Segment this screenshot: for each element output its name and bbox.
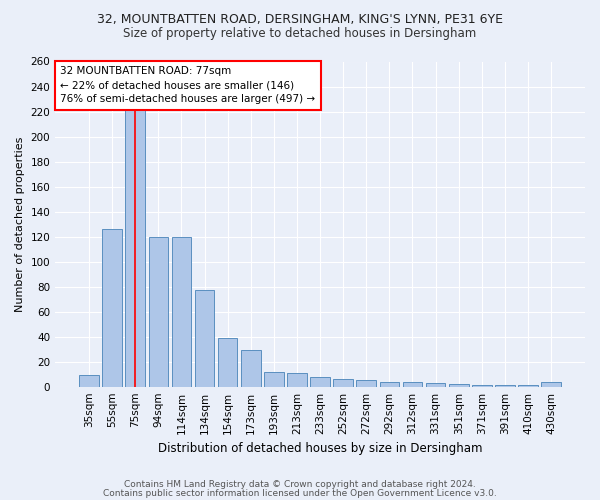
Bar [195,290,214,386]
Bar [356,380,376,386]
Bar [541,382,561,386]
Bar [380,382,399,386]
Text: 32 MOUNTBATTEN ROAD: 77sqm
← 22% of detached houses are smaller (146)
76% of sem: 32 MOUNTBATTEN ROAD: 77sqm ← 22% of deta… [61,66,316,104]
Text: Size of property relative to detached houses in Dersingham: Size of property relative to detached ho… [124,28,476,40]
Bar [172,236,191,386]
Bar [403,382,422,386]
Bar [449,384,469,386]
Text: 32, MOUNTBATTEN ROAD, DERSINGHAM, KING'S LYNN, PE31 6YE: 32, MOUNTBATTEN ROAD, DERSINGHAM, KING'S… [97,12,503,26]
Text: Contains public sector information licensed under the Open Government Licence v3: Contains public sector information licen… [103,489,497,498]
Bar [264,372,284,386]
Bar [218,338,238,386]
Bar [310,376,330,386]
Bar [149,236,168,386]
Bar [103,229,122,386]
Bar [287,373,307,386]
Bar [79,376,99,386]
X-axis label: Distribution of detached houses by size in Dersingham: Distribution of detached houses by size … [158,442,482,455]
Y-axis label: Number of detached properties: Number of detached properties [15,136,25,312]
Text: Contains HM Land Registry data © Crown copyright and database right 2024.: Contains HM Land Registry data © Crown c… [124,480,476,489]
Bar [241,350,260,386]
Bar [125,79,145,386]
Bar [426,383,445,386]
Bar [334,379,353,386]
